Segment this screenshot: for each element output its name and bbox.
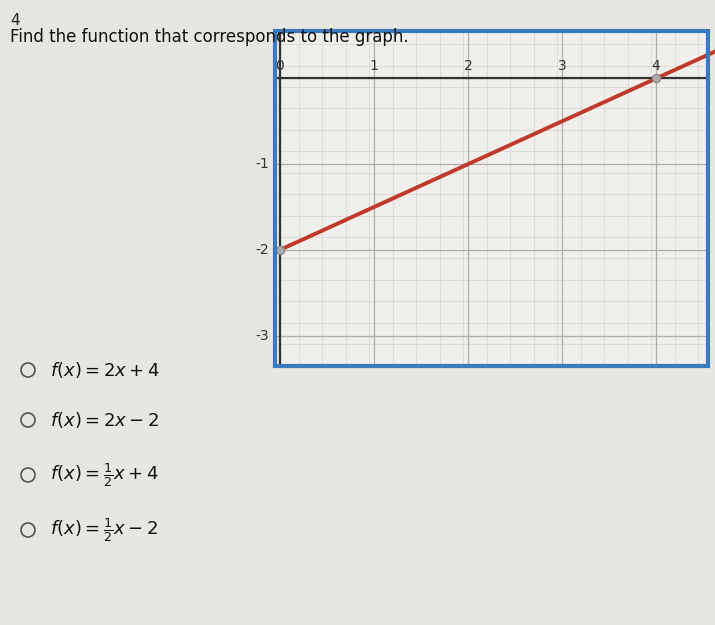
Text: $f(x) = 2x - 2$: $f(x) = 2x - 2$ bbox=[50, 410, 159, 430]
Text: 4: 4 bbox=[10, 13, 19, 28]
Text: $f(x) = 2x + 4$: $f(x) = 2x + 4$ bbox=[50, 360, 159, 380]
Text: $f(x) = \frac{1}{2}x - 2$: $f(x) = \frac{1}{2}x - 2$ bbox=[50, 516, 158, 544]
Text: -3: -3 bbox=[255, 329, 269, 342]
Text: 3: 3 bbox=[558, 59, 566, 73]
Text: $f(x) = \frac{1}{2}x + 4$: $f(x) = \frac{1}{2}x + 4$ bbox=[50, 461, 159, 489]
Text: -2: -2 bbox=[255, 243, 269, 257]
Text: 1: 1 bbox=[370, 59, 378, 73]
Text: 4: 4 bbox=[652, 59, 661, 73]
Text: Find the function that corresponds to the graph.: Find the function that corresponds to th… bbox=[10, 28, 409, 46]
Text: 2: 2 bbox=[464, 59, 473, 73]
Text: -1: -1 bbox=[255, 157, 269, 171]
Text: 0: 0 bbox=[275, 59, 285, 73]
